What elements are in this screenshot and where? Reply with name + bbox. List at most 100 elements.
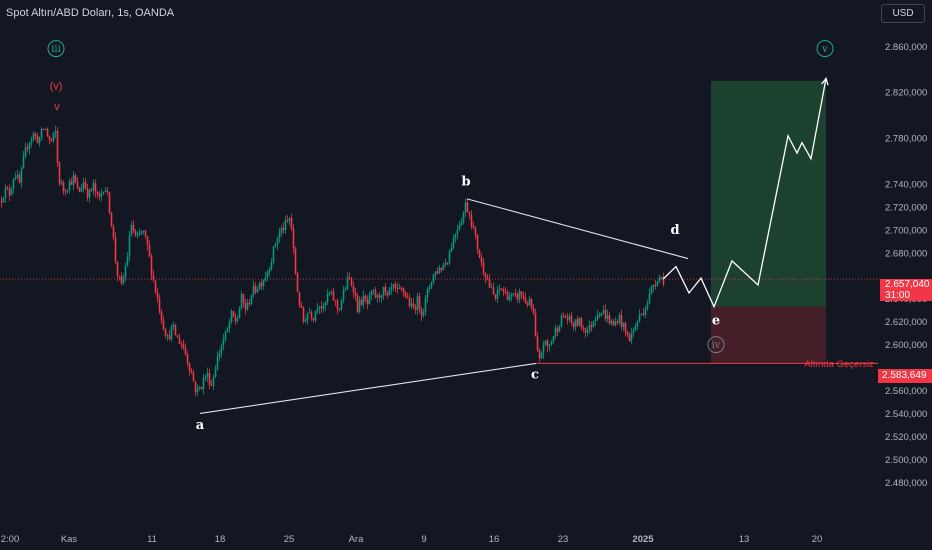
candle (536, 331, 539, 352)
candle (34, 131, 37, 141)
candle-body (542, 344, 545, 354)
wave-label-text: c (531, 367, 539, 382)
candle-body (484, 273, 487, 279)
symbol-title[interactable]: Spot Altın/ABD Doları, 1s, OANDA (6, 7, 175, 19)
trade-zones: Altında Geçersiz (0, 80, 880, 370)
candle (598, 311, 601, 319)
candle (334, 299, 337, 307)
candle-body (104, 190, 107, 192)
candle (268, 266, 271, 277)
candle (432, 273, 435, 285)
time-axis-tick: 13 (739, 534, 750, 545)
candle (594, 316, 597, 326)
currency-button[interactable]: USD (881, 4, 925, 23)
candle (118, 275, 121, 281)
candle (656, 280, 659, 288)
candle (238, 306, 241, 319)
candle (96, 190, 99, 199)
candle (454, 233, 457, 243)
time-axis-tick: 11 (147, 534, 157, 545)
candle (348, 272, 351, 280)
time-axis-tick: 25 (284, 534, 295, 545)
candle-body (510, 293, 513, 297)
candle (580, 316, 583, 331)
candle (314, 310, 317, 323)
candle (140, 229, 143, 236)
candle (438, 264, 441, 275)
candle (486, 274, 489, 281)
candle-body (378, 295, 381, 298)
candle (530, 297, 533, 311)
candle-body (76, 182, 79, 188)
candle (344, 285, 347, 292)
candle (462, 210, 465, 225)
candle (548, 343, 551, 352)
wave-label-text: v (821, 44, 828, 55)
candle (282, 222, 285, 234)
invalidation-label: Altında Geçersiz (804, 359, 874, 370)
candle (166, 333, 169, 342)
candle-body (78, 187, 81, 192)
candle-body (320, 306, 323, 309)
candle (470, 210, 473, 230)
candle-body (476, 234, 479, 250)
candle-body (26, 147, 29, 150)
candle-body (456, 229, 459, 235)
candle-body (468, 212, 471, 215)
current-price-tag: 2.657,040 31:00 (880, 279, 932, 301)
candle (2, 197, 5, 203)
candle-body (522, 295, 525, 298)
candle (374, 287, 377, 299)
candle-body (156, 291, 159, 299)
candle-body (552, 336, 555, 343)
candle (206, 367, 209, 383)
candle (354, 288, 357, 301)
candle-body (102, 191, 105, 194)
wave-label-v: v (816, 40, 834, 58)
candle (218, 348, 221, 362)
candle-body (112, 226, 115, 238)
candle (42, 128, 45, 131)
candle-body (546, 340, 549, 347)
candles-layer (0, 125, 665, 397)
candle-body (84, 182, 87, 189)
target-zone (711, 80, 826, 307)
candle (68, 178, 71, 194)
candle-body (140, 231, 143, 234)
candle (620, 309, 623, 331)
price-axis-tick: 2.820,000 (885, 88, 927, 99)
candle-body (544, 340, 547, 345)
candle-body (438, 267, 441, 274)
candle (466, 199, 469, 213)
candle-body (178, 337, 181, 344)
candle (234, 312, 237, 325)
candle (182, 339, 185, 351)
candle (160, 309, 163, 325)
candle-body (346, 277, 349, 289)
candle-body (590, 325, 593, 327)
candle-body (618, 315, 621, 323)
candle (310, 309, 313, 322)
candle (398, 283, 401, 289)
candle (340, 298, 343, 311)
price-axis[interactable]: 2.860,000 2.820,000 2.780,000 2.740,000 2.72… (880, 0, 932, 530)
wave-labels: iii (v) v b d a c e iv v (47, 40, 834, 433)
candle (472, 221, 475, 230)
candle-body (392, 284, 395, 288)
candle (198, 385, 201, 391)
candle-body (44, 128, 47, 130)
candle (98, 191, 101, 201)
candle (346, 271, 349, 291)
candle-body (474, 227, 477, 235)
candle (108, 191, 111, 215)
time-axis-tick: Kas (61, 534, 78, 545)
wave-label-text: iv (712, 340, 721, 351)
candle (292, 224, 295, 254)
candle (116, 261, 119, 282)
time-axis[interactable]: 2:00 Kas 11 18 25 Ara 9 16 23 2025 13 20 (1, 534, 823, 545)
candle (84, 178, 87, 190)
candle (442, 262, 445, 271)
candle-body (74, 175, 77, 183)
time-axis-tick: 2025 (632, 534, 654, 545)
